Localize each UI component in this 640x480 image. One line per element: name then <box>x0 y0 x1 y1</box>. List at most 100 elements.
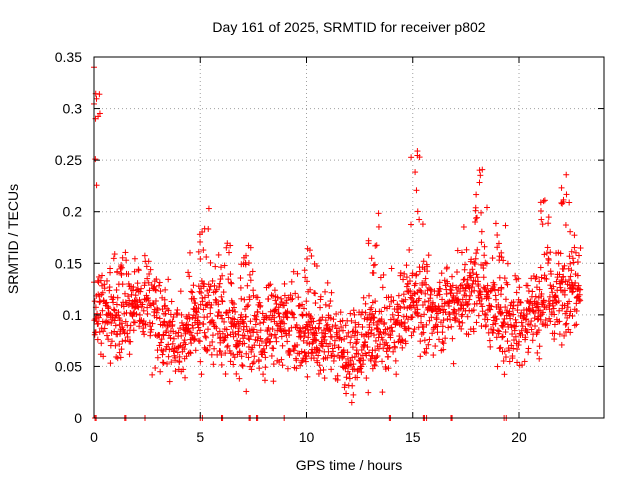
data-point <box>265 295 272 302</box>
data-point <box>417 287 424 294</box>
data-point <box>527 321 534 328</box>
data-point <box>343 390 350 397</box>
data-point <box>519 331 526 338</box>
data-point <box>414 306 421 313</box>
y-tick-label: 0.25 <box>55 152 82 168</box>
data-point <box>245 260 252 267</box>
data-point <box>172 368 179 375</box>
data-point <box>164 323 171 330</box>
data-point <box>97 277 104 284</box>
data-point <box>118 346 125 353</box>
data-point <box>334 372 341 379</box>
data-point <box>311 289 318 296</box>
data-point <box>207 259 214 266</box>
data-point <box>407 288 414 295</box>
data-point <box>378 334 385 341</box>
data-point <box>545 214 552 221</box>
data-point <box>482 285 489 292</box>
data-point <box>156 315 163 322</box>
data-point <box>486 337 493 344</box>
data-point <box>409 270 416 277</box>
data-point <box>188 288 195 295</box>
data-point <box>472 218 479 225</box>
data-point <box>533 299 540 306</box>
data-point <box>347 339 354 346</box>
data-point <box>159 359 166 366</box>
data-point <box>230 361 237 368</box>
data-point <box>537 264 544 271</box>
data-point <box>364 344 371 351</box>
data-point <box>382 366 389 373</box>
data-point <box>188 340 195 347</box>
data-point <box>148 326 155 333</box>
data-point <box>190 282 197 289</box>
data-point <box>372 298 379 305</box>
data-point <box>203 347 210 354</box>
data-point <box>373 242 380 249</box>
data-point <box>188 332 195 339</box>
data-point <box>330 348 337 355</box>
data-point <box>270 378 277 385</box>
data-point <box>196 338 203 345</box>
data-point <box>466 292 473 299</box>
data-point <box>473 271 480 278</box>
data-point <box>127 338 134 345</box>
data-point <box>284 314 291 321</box>
data-point <box>569 255 576 262</box>
data-point <box>544 244 551 251</box>
data-point <box>411 290 418 297</box>
data-point <box>463 246 470 253</box>
data-point <box>408 154 415 161</box>
data-point <box>254 294 261 301</box>
data-point <box>141 252 148 259</box>
data-point <box>575 285 582 292</box>
data-point <box>567 308 574 315</box>
data-point <box>410 298 417 305</box>
data-point <box>322 301 329 308</box>
data-point <box>386 303 393 310</box>
data-point <box>540 309 547 316</box>
data-point <box>349 344 356 351</box>
data-point <box>215 251 222 258</box>
data-point <box>248 366 255 373</box>
data-point <box>174 310 181 317</box>
data-point <box>215 301 222 308</box>
data-point <box>348 334 355 341</box>
data-point <box>247 333 254 340</box>
data-point <box>219 298 226 305</box>
data-point <box>121 329 128 336</box>
data-point <box>498 284 505 291</box>
data-point <box>140 325 147 332</box>
data-point <box>514 302 521 309</box>
data-point <box>429 299 436 306</box>
data-point <box>182 374 189 381</box>
data-point <box>560 196 567 203</box>
x-axis-label: GPS time / hours <box>296 457 403 473</box>
data-point <box>284 338 291 345</box>
data-point <box>149 299 156 306</box>
data-point <box>440 346 447 353</box>
data-point <box>539 221 546 228</box>
data-point <box>566 276 573 283</box>
data-point <box>540 297 547 304</box>
data-point <box>243 323 250 330</box>
data-point <box>473 319 480 326</box>
data-point <box>399 337 406 344</box>
data-point <box>469 266 476 273</box>
data-point <box>195 313 202 320</box>
data-point <box>335 344 342 351</box>
data-point <box>362 309 369 316</box>
data-point <box>537 207 544 214</box>
data-point <box>373 354 380 361</box>
data-point <box>506 347 513 354</box>
data-point <box>169 340 176 347</box>
data-point <box>468 274 475 281</box>
data-point <box>164 360 171 367</box>
data-point <box>460 223 467 230</box>
data-point <box>401 304 408 311</box>
data-point <box>134 280 141 287</box>
data-point <box>105 304 112 311</box>
data-point <box>114 294 121 301</box>
data-point <box>284 308 291 315</box>
